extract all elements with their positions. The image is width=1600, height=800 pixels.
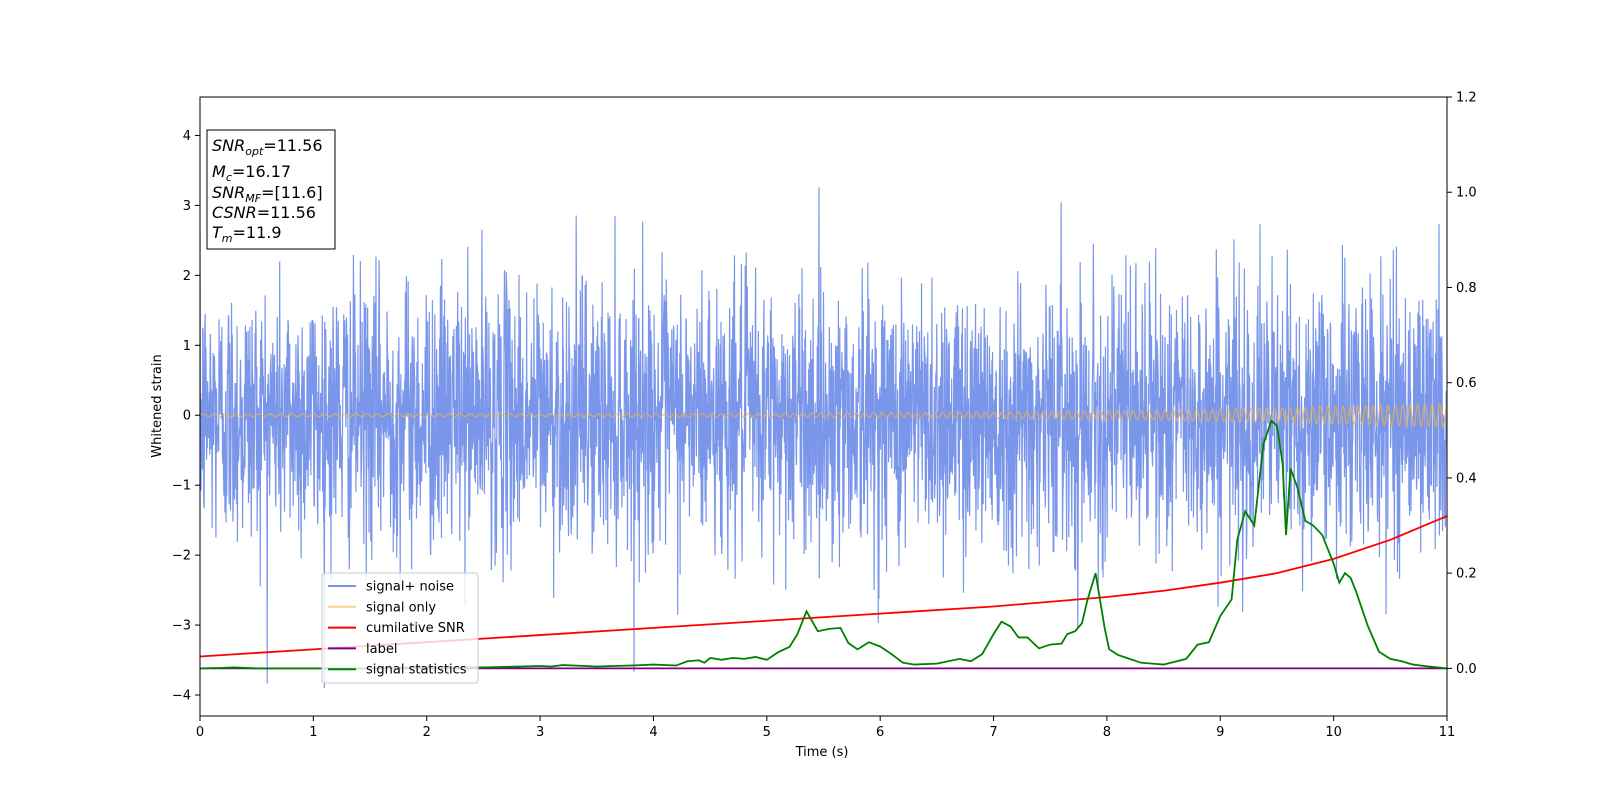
annotation-line: CSNR=11.56 (212, 203, 316, 222)
y-tick-label: −4 (172, 689, 191, 704)
annotation-box: SNRopt=11.56 Mc=16.17SNRMF=[11.6]CSNR=11.… (206, 129, 336, 250)
y2-tick-label: 1.0 (1456, 186, 1477, 201)
y-tick-label: 4 (183, 129, 191, 144)
legend-label: signal statistics (366, 663, 467, 678)
legend-label: cumilative SNR (366, 621, 465, 636)
annotation-line: Tm=11.9 (212, 223, 282, 245)
y2-tick-label: 0.2 (1456, 567, 1477, 582)
x-axis-ticks: 0 1 2 3 4 5 6 7 8 9 10 11 (196, 716, 1455, 740)
x-tick-label: 9 (1216, 725, 1224, 740)
y-tick-label: −3 (172, 619, 191, 634)
y2-tick-label: 0.4 (1456, 471, 1477, 486)
y-tick-label: −2 (172, 549, 191, 564)
y-axis-label: Whitened strain (150, 354, 165, 457)
legend: signal+ noise signal only cumilative SNR la… (321, 572, 479, 684)
annotation-line: SNRMF=[11.6] (212, 183, 323, 205)
x-tick-label: 0 (196, 725, 204, 740)
annotation-line: SNRopt=11.56 (212, 136, 323, 158)
series-line-cumulative-snr (200, 515, 1447, 658)
x-tick-label: 3 (536, 725, 544, 740)
legend-frame (321, 572, 479, 684)
x-tick-label: 6 (876, 725, 884, 740)
x-tick-label: 1 (309, 725, 317, 740)
y2-tick-label: 1.2 (1456, 91, 1477, 106)
series-line-signal-only (200, 402, 1447, 428)
y2-axis-ticks: 0.0 0.2 0.4 0.6 0.8 1.0 1.2 (1447, 91, 1477, 677)
legend-label: signal only (366, 600, 436, 615)
x-tick-label: 5 (763, 725, 771, 740)
y-tick-label: 1 (183, 339, 191, 354)
annotation-line: Mc=16.17 (212, 162, 291, 184)
y2-tick-label: 0.8 (1456, 281, 1477, 296)
series-line-signal-noise (200, 187, 1447, 689)
x-tick-label: 7 (989, 725, 997, 740)
y2-tick-label: 0.6 (1456, 376, 1477, 391)
x-tick-label: 2 (423, 725, 431, 740)
annotation-frame (206, 129, 336, 250)
plot-frame (199, 96, 1448, 717)
x-tick-label: 10 (1325, 725, 1342, 740)
y-tick-label: 0 (183, 409, 191, 424)
legend-label: label (366, 642, 397, 657)
legend-label: signal+ noise (366, 580, 454, 595)
series-line-signal-statistics (200, 419, 1447, 670)
x-tick-label: 11 (1439, 725, 1456, 740)
x-tick-label: 4 (649, 725, 657, 740)
y-tick-label: 2 (183, 269, 191, 284)
y-axis-ticks: −4 −3 −2 −1 0 1 2 3 4 (172, 129, 200, 704)
y2-tick-label: 0.0 (1456, 662, 1477, 677)
y-tick-label: −1 (172, 479, 191, 494)
x-axis-label: Time (s) (795, 745, 849, 760)
x-tick-label: 8 (1103, 725, 1111, 740)
y-tick-label: 3 (183, 199, 191, 214)
